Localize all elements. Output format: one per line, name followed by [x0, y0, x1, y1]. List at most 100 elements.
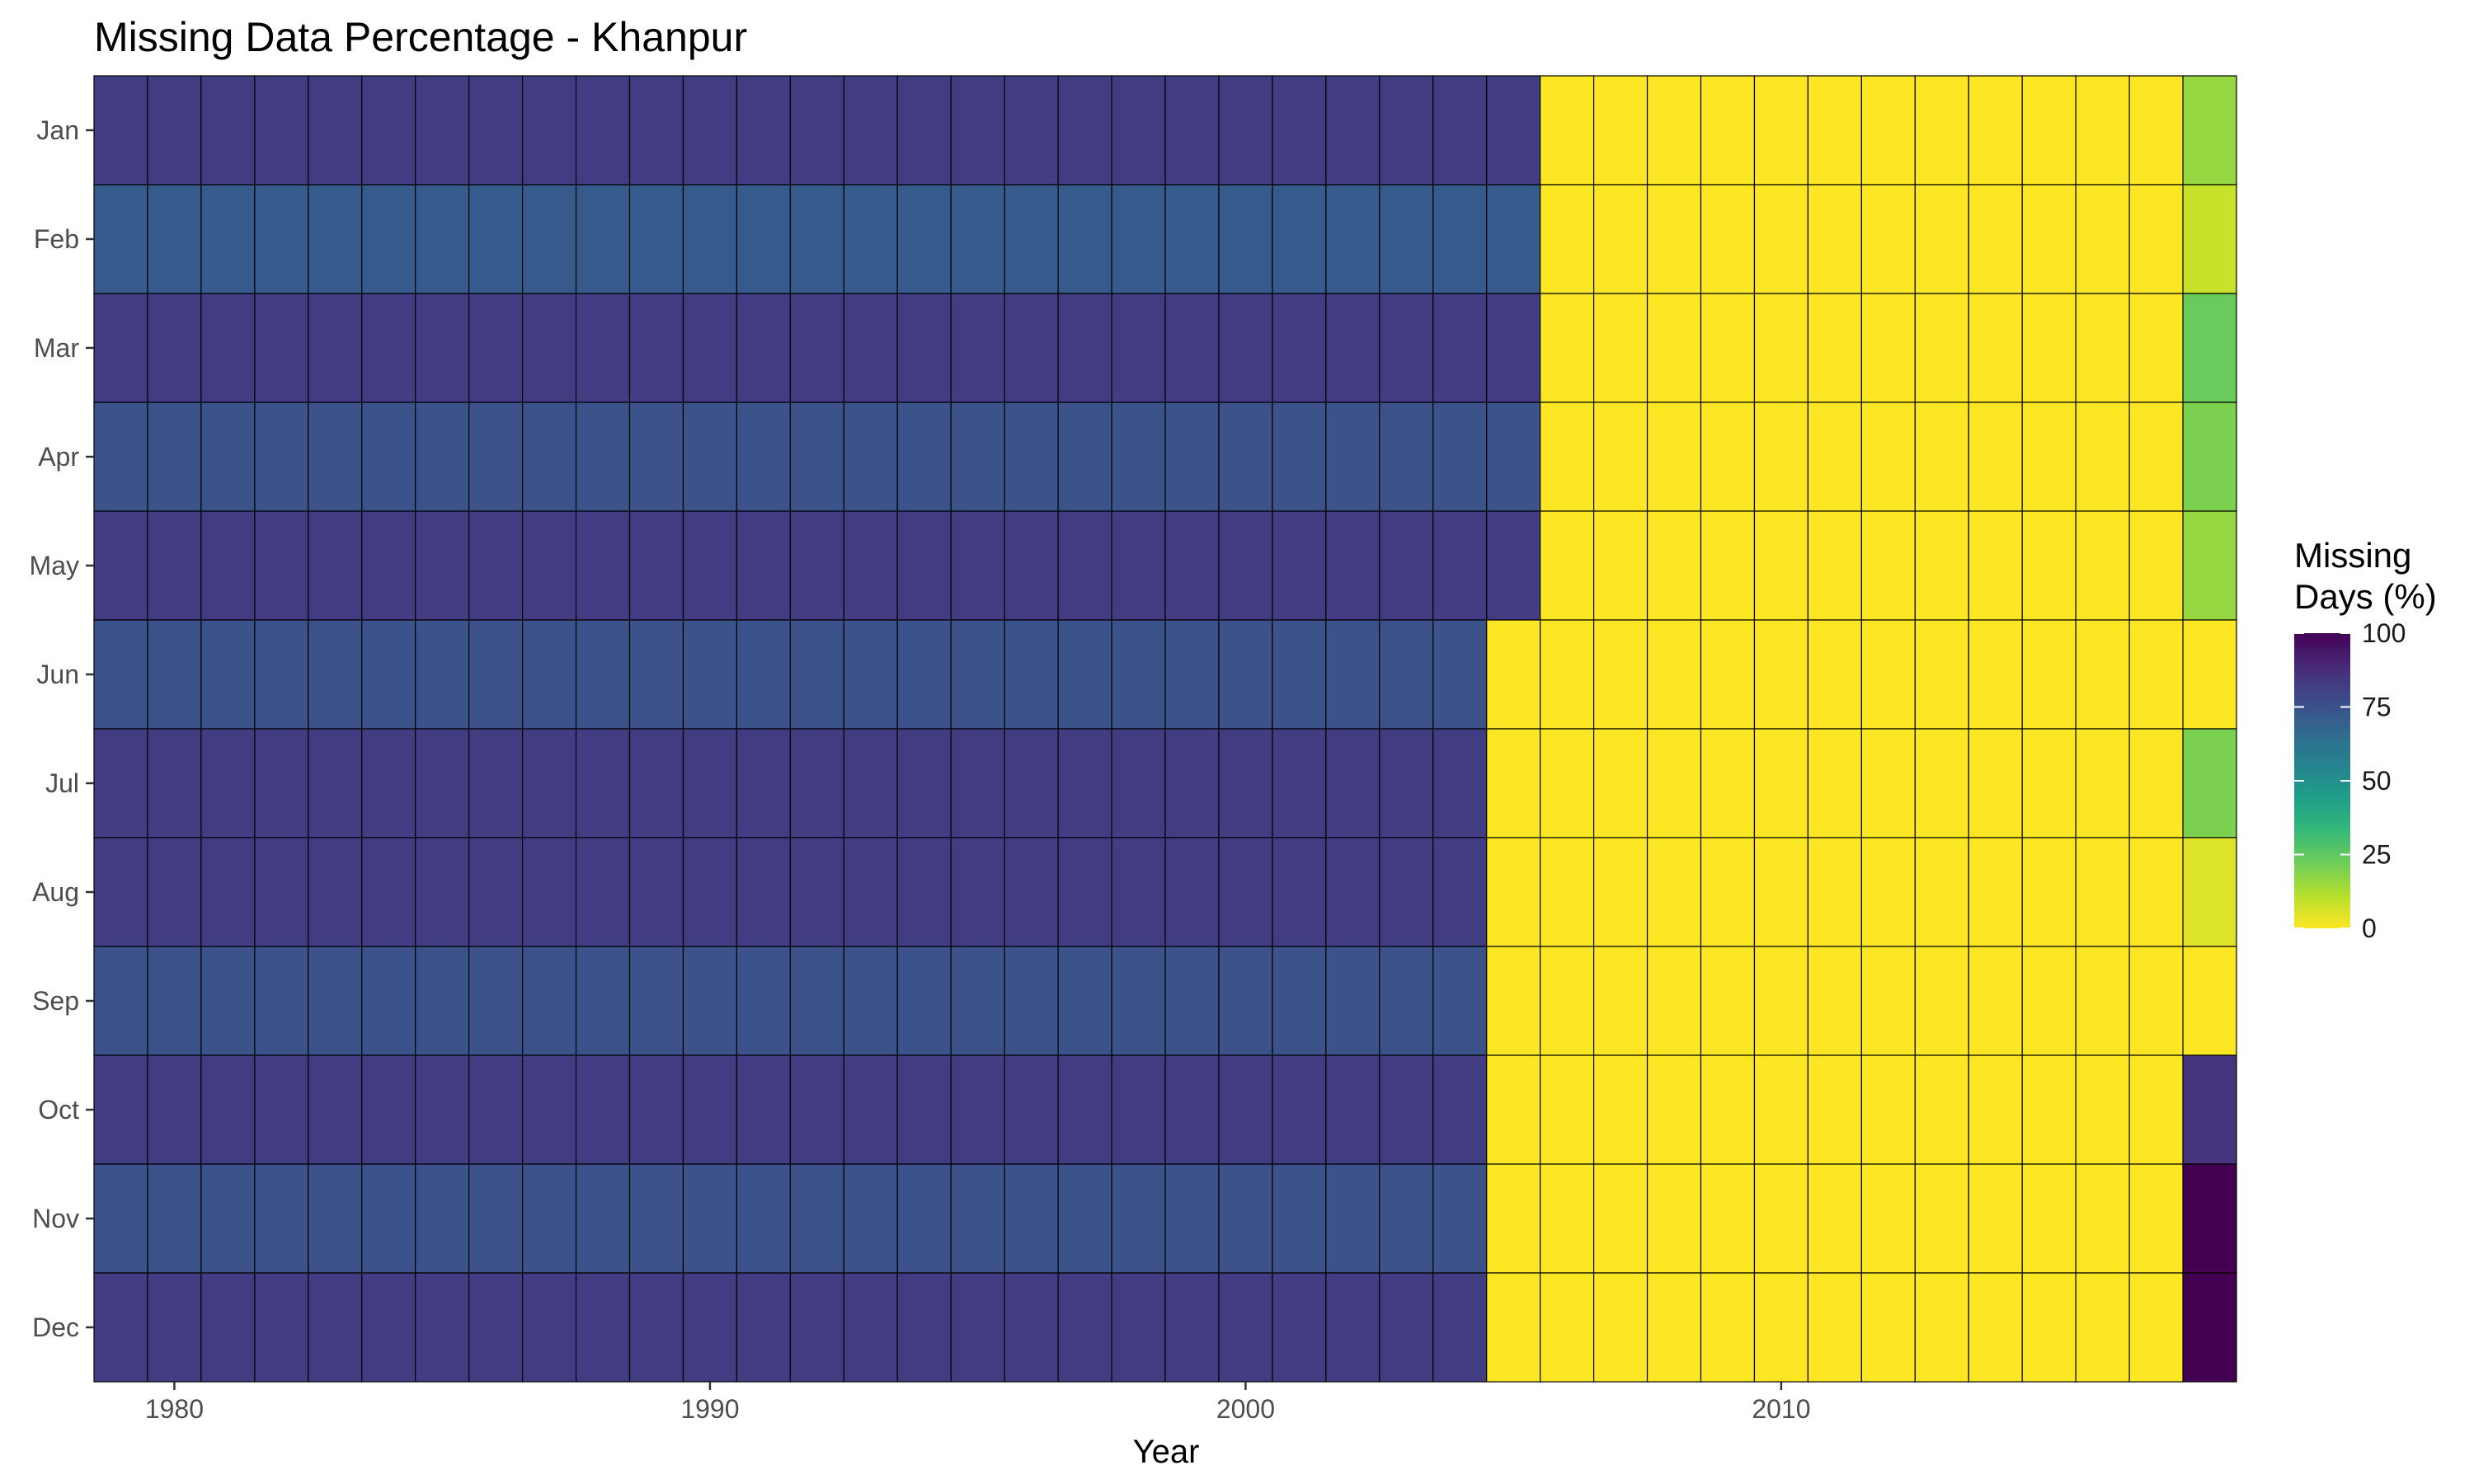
- heatmap-cell: [93, 184, 148, 294]
- heatmap-cell: [950, 75, 1005, 186]
- heatmap-cell: [1004, 946, 1059, 1056]
- heatmap-cell: [950, 946, 1005, 1056]
- heatmap-cell: [896, 75, 952, 186]
- heatmap-cell: [147, 402, 202, 512]
- heatmap-cell: [1325, 1163, 1380, 1274]
- heatmap-cell: [1486, 293, 1541, 403]
- heatmap-cell: [1753, 728, 1808, 838]
- heatmap-cell: [2182, 946, 2237, 1056]
- heatmap-cell: [1753, 619, 1808, 730]
- x-tick-label: 1990: [680, 1394, 739, 1424]
- heatmap-cell: [628, 946, 684, 1056]
- heatmap-cell: [468, 510, 524, 621]
- heatmap-cell: [1486, 402, 1541, 512]
- heatmap-cell: [93, 293, 148, 403]
- heatmap-cell: [521, 619, 577, 730]
- heatmap-cell: [1164, 1272, 1220, 1383]
- heatmap-cell: [682, 184, 738, 294]
- heatmap-cell: [1753, 184, 1808, 294]
- heatmap-cell: [1218, 1163, 1273, 1274]
- heatmap-cell: [1379, 1163, 1434, 1274]
- heatmap-cell: [1379, 293, 1434, 403]
- heatmap-cell: [1379, 1054, 1434, 1165]
- heatmap-cell: [1111, 184, 1166, 294]
- heatmap-cell: [308, 1054, 363, 1165]
- y-tick-label: Jul: [45, 768, 79, 798]
- heatmap-cell: [1592, 1054, 1649, 1165]
- heatmap-cell: [575, 75, 631, 186]
- heatmap-cell: [1914, 1272, 1969, 1383]
- heatmap-cell: [628, 619, 684, 730]
- heatmap-cell: [1379, 619, 1434, 730]
- heatmap-cell: [415, 1272, 470, 1383]
- heatmap-cell: [1700, 946, 1756, 1056]
- heatmap-cell: [1164, 1163, 1220, 1274]
- heatmap-cell: [1486, 1272, 1541, 1383]
- heatmap-cell: [1057, 946, 1112, 1056]
- heatmap-cell: [628, 184, 684, 294]
- heatmap-cell: [254, 293, 309, 403]
- heatmap-cell: [682, 75, 738, 186]
- heatmap-cell: [2075, 293, 2130, 403]
- heatmap-cell: [1807, 402, 1862, 512]
- heatmap-cell: [789, 728, 844, 838]
- heatmap-cell: [1592, 837, 1649, 947]
- heatmap-cell: [950, 619, 1005, 730]
- heatmap-cell: [2021, 510, 2077, 621]
- heatmap-cell: [468, 728, 524, 838]
- heatmap-cell: [1218, 1272, 1273, 1383]
- heatmap-cell: [1325, 837, 1380, 947]
- heatmap-cell: [521, 402, 577, 512]
- heatmap-cell: [843, 728, 898, 838]
- heatmap-cell: [415, 619, 470, 730]
- heatmap-cell: [950, 837, 1005, 947]
- heatmap-cell: [1379, 946, 1434, 1056]
- heatmap-cell: [1218, 510, 1273, 621]
- heatmap-cell: [2128, 75, 2184, 186]
- heatmap-cell: [950, 728, 1005, 838]
- heatmap-cell: [254, 510, 309, 621]
- heatmap-cell: [1004, 1272, 1059, 1383]
- heatmap-cell: [1592, 1163, 1649, 1274]
- heatmap-cell: [896, 510, 952, 621]
- heatmap-cell: [1432, 837, 1488, 947]
- heatmap-cell: [843, 837, 898, 947]
- legend-tick-label: 50: [2362, 766, 2392, 796]
- heatmap-cell: [896, 293, 952, 403]
- heatmap-cell: [200, 75, 256, 186]
- y-tick-label: Apr: [38, 442, 79, 472]
- y-axis: Jan Feb Mar Apr May Jun Jul Aug Sep Oct Nov Dec: [30, 115, 94, 1342]
- heatmap-cell: [1592, 184, 1649, 294]
- heatmap-cell: [1860, 75, 1916, 186]
- heatmap-cell: [1432, 75, 1488, 186]
- heatmap-cell: [1592, 946, 1649, 1056]
- heatmap-cell: [1968, 1272, 2023, 1383]
- heatmap-cell: [736, 1054, 791, 1165]
- heatmap-cell: [1592, 510, 1649, 621]
- heatmap-cell: [361, 728, 416, 838]
- heatmap-cell: [147, 184, 202, 294]
- heatmap-cell: [2075, 837, 2130, 947]
- heatmap-cell: [1700, 1054, 1756, 1165]
- x-tick-label: 1980: [145, 1394, 204, 1424]
- heatmap-cell: [1968, 946, 2023, 1056]
- heatmap-cell: [308, 510, 363, 621]
- heatmap-cell: [1486, 75, 1541, 186]
- heatmap-cell: [1164, 728, 1220, 838]
- heatmap-cell: [789, 946, 844, 1056]
- heatmap-cell: [1432, 946, 1488, 1056]
- heatmap-cell: [1860, 837, 1916, 947]
- heatmap-cell: [93, 1272, 148, 1383]
- legend: Missing Days (%) 100 75 50 25 0: [2294, 536, 2437, 943]
- heatmap-cell: [1379, 510, 1434, 621]
- heatmap-cell: [2128, 1054, 2184, 1165]
- heatmap-cell: [736, 75, 791, 186]
- heatmap-cell: [1057, 75, 1112, 186]
- heatmap-cell: [682, 402, 738, 512]
- heatmap-cell: [415, 946, 470, 1056]
- heatmap-cell: [415, 402, 470, 512]
- heatmap-cell: [200, 293, 256, 403]
- heatmap-cell: [1540, 1054, 1595, 1165]
- heatmap-cell: [1860, 1272, 1916, 1383]
